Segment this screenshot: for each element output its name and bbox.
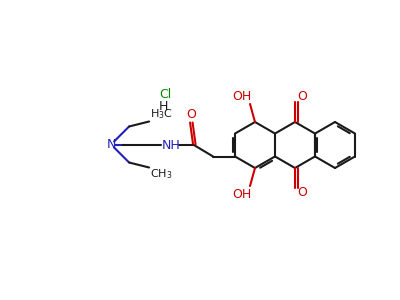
Text: O: O <box>297 187 307 200</box>
Text: H$_3$C: H$_3$C <box>150 108 173 122</box>
Text: NH: NH <box>162 139 180 152</box>
Text: OH: OH <box>232 89 252 103</box>
Text: CH$_3$: CH$_3$ <box>150 168 172 182</box>
Text: O: O <box>297 91 307 103</box>
Text: OH: OH <box>232 188 252 200</box>
Text: Cl: Cl <box>159 88 171 101</box>
Text: H: H <box>158 100 168 112</box>
Text: N: N <box>106 138 116 151</box>
Text: O: O <box>186 108 196 121</box>
